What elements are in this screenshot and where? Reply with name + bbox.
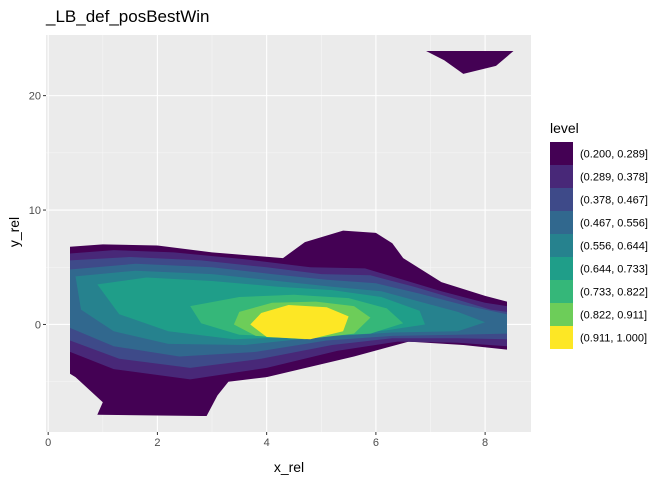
legend-key: [550, 234, 573, 257]
contour-band-0-1: [426, 51, 514, 74]
legend-key: [550, 303, 573, 326]
legend-key: [550, 142, 573, 165]
legend-label: (0.911, 1.000]: [580, 333, 647, 345]
chart-title: _LB_def_posBestWin: [45, 7, 210, 26]
legend-label: (0.289, 0.378]: [580, 172, 648, 184]
legend-label: (0.556, 0.644]: [580, 241, 648, 253]
legend-key: [550, 188, 573, 211]
legend-key: [550, 165, 573, 188]
x-tick-label: 2: [154, 437, 160, 449]
x-tick-label: 6: [373, 437, 379, 449]
legend-title: level: [550, 120, 579, 136]
y-tick-label: 0: [35, 319, 41, 331]
contour-band-8-9: [250, 305, 349, 340]
y-tick-label: 10: [29, 205, 41, 217]
legend-key: [550, 257, 573, 280]
legend-label: (0.200, 0.289]: [580, 149, 648, 161]
y-tick-label: 20: [29, 91, 41, 103]
legend-key: [550, 280, 573, 303]
x-tick-label: 8: [482, 437, 488, 449]
y-axis-title: y_rel: [6, 217, 22, 247]
x-axis-title: x_rel: [274, 459, 304, 475]
legend-label: (0.733, 0.822]: [580, 287, 648, 299]
plot-panel: [46, 35, 531, 432]
legend-key: [550, 211, 573, 234]
legend-label: (0.822, 0.911]: [580, 310, 647, 322]
legend-key: [550, 326, 573, 349]
legend-label: (0.467, 0.556]: [580, 218, 648, 230]
legend-label: (0.644, 0.733]: [580, 264, 648, 276]
x-tick-label: 0: [45, 437, 51, 449]
legend-label: (0.378, 0.467]: [580, 195, 648, 207]
legend: level (0.200, 0.289] (0.289, 0.378] (0.378…: [550, 120, 648, 349]
x-tick-label: 4: [264, 437, 270, 449]
